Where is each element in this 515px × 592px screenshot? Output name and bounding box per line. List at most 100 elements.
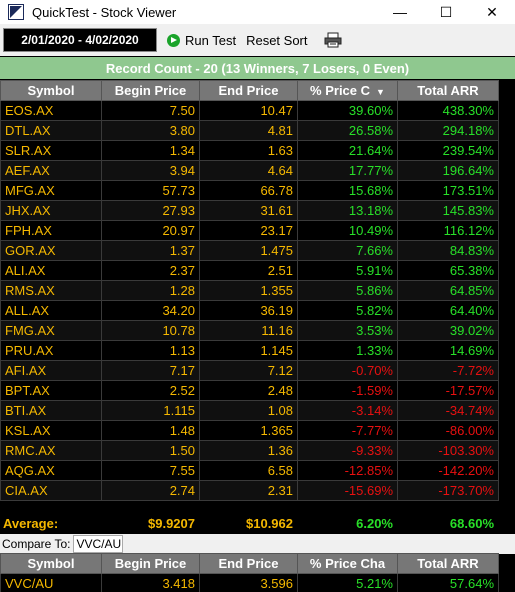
minimize-button[interactable]: — [393,4,407,20]
cell-begin-price: 27.93 [101,200,200,221]
cell-total-arr: 239.54% [397,140,499,161]
cell-total-arr: 14.69% [397,340,499,361]
column-header-begin-price[interactable]: Begin Price [101,80,200,101]
table-row[interactable]: JHX.AX 27.93 31.61 13.18% 145.83% [0,200,499,221]
cell-symbol: BPT.AX [0,380,102,401]
compare-total-arr: 57.64% [397,573,499,592]
compare-header-total-arr[interactable]: Total ARR [397,553,499,574]
average-begin-price: $9.9207 [148,515,195,531]
table-row[interactable]: BPT.AX 2.52 2.48 -1.59% -17.57% [0,380,499,401]
cell-end-price: 4.81 [199,120,298,141]
table-row[interactable]: EOS.AX 7.50 10.47 39.60% 438.30% [0,100,499,121]
cell-end-price: 11.16 [199,320,298,341]
cell-symbol: BTI.AX [0,400,102,421]
cell-begin-price: 20.97 [101,220,200,241]
table-row[interactable]: BTI.AX 1.115 1.08 -3.14% -34.74% [0,400,499,421]
compare-to-label: Compare To: [2,537,71,551]
cell-price-change: 5.86% [297,280,398,301]
record-count-summary: Record Count - 20 (13 Winners, 7 Losers,… [0,57,515,79]
column-header-price-change[interactable]: % Price C ▼ [297,80,398,101]
cell-price-change: 5.91% [297,260,398,281]
table-row[interactable]: GOR.AX 1.37 1.475 7.66% 84.83% [0,240,499,261]
cell-end-price: 7.12 [199,360,298,381]
reset-sort-button[interactable]: Reset Sort [246,32,308,48]
cell-begin-price: 7.55 [101,460,200,481]
table-row[interactable]: RMS.AX 1.28 1.355 5.86% 64.85% [0,280,499,301]
cell-total-arr: -34.74% [397,400,499,421]
table-row[interactable]: MFG.AX 57.73 66.78 15.68% 173.51% [0,180,499,201]
cell-symbol: AFI.AX [0,360,102,381]
cell-total-arr: 438.30% [397,100,499,121]
cell-begin-price: 7.17 [101,360,200,381]
cell-begin-price: 2.37 [101,260,200,281]
cell-price-change: 1.33% [297,340,398,361]
cell-symbol: AEF.AX [0,160,102,181]
maximize-button[interactable]: ☐ [439,3,453,20]
cell-price-change: -1.59% [297,380,398,401]
compare-begin-price: 3.418 [101,573,200,592]
cell-end-price: 2.31 [199,480,298,501]
compare-to-input[interactable]: VVC/AU [73,535,124,553]
table-row[interactable]: FPH.AX 20.97 23.17 10.49% 116.12% [0,220,499,241]
compare-row[interactable]: VVC/AU 3.418 3.596 5.21% 57.64% [0,573,499,592]
average-total-arr: 68.60% [449,515,494,531]
column-header-total-arr[interactable]: Total ARR [397,80,499,101]
cell-symbol: ALL.AX [0,300,102,321]
cell-symbol: SLR.AX [0,140,102,161]
cell-price-change: -15.69% [297,480,398,501]
cell-price-change: 21.64% [297,140,398,161]
cell-end-price: 10.47 [199,100,298,121]
table-row[interactable]: CIA.AX 2.74 2.31 -15.69% -173.70% [0,480,499,501]
table-row[interactable]: SLR.AX 1.34 1.63 21.64% 239.54% [0,140,499,161]
cell-total-arr: -17.57% [397,380,499,401]
compare-header-begin-price[interactable]: Begin Price [101,553,200,574]
table-row[interactable]: PRU.AX 1.13 1.145 1.33% 14.69% [0,340,499,361]
cell-begin-price: 1.28 [101,280,200,301]
cell-total-arr: 84.83% [397,240,499,261]
compare-header-price-change[interactable]: % Price Cha [297,553,398,574]
cell-end-price: 36.19 [199,300,298,321]
cell-begin-price: 1.13 [101,340,200,361]
cell-total-arr: 196.64% [397,160,499,181]
cell-price-change: -7.77% [297,420,398,441]
table-row[interactable]: RMC.AX 1.50 1.36 -9.33% -103.30% [0,440,499,461]
table-row[interactable]: AEF.AX 3.94 4.64 17.77% 196.64% [0,160,499,181]
app-icon [8,4,24,20]
cell-end-price: 66.78 [199,180,298,201]
cell-symbol: JHX.AX [0,200,102,221]
title-bar: QuickTest - Stock Viewer — ☐ ✕ [0,0,515,24]
date-range-field[interactable]: 2/01/2020 - 4/02/2020 [3,28,157,52]
cell-end-price: 1.63 [199,140,298,161]
cell-total-arr: 39.02% [397,320,499,341]
cell-total-arr: 145.83% [397,200,499,221]
cell-symbol: RMC.AX [0,440,102,461]
column-header-symbol[interactable]: Symbol [0,80,102,101]
cell-price-change: 5.82% [297,300,398,321]
table-row[interactable]: ALL.AX 34.20 36.19 5.82% 64.40% [0,300,499,321]
compare-header-end-price[interactable]: End Price [199,553,298,574]
table-row[interactable]: KSL.AX 1.48 1.365 -7.77% -86.00% [0,420,499,441]
compare-bar: Compare To: VVC/AU [0,534,515,554]
cell-end-price: 1.08 [199,400,298,421]
cell-symbol: CIA.AX [0,480,102,501]
average-row: Average: $9.9207 $10.962 6.20% 68.60% [0,513,498,533]
table-row[interactable]: AFI.AX 7.17 7.12 -0.70% -7.72% [0,360,499,381]
cell-end-price: 1.475 [199,240,298,261]
column-header-price-change-label: % Price C [310,83,371,98]
compare-header-symbol[interactable]: Symbol [0,553,102,574]
table-row[interactable]: AQG.AX 7.55 6.58 -12.85% -142.20% [0,460,499,481]
cell-end-price: 1.355 [199,280,298,301]
cell-symbol: GOR.AX [0,240,102,261]
table-row[interactable]: FMG.AX 10.78 11.16 3.53% 39.02% [0,320,499,341]
run-test-button[interactable]: Run Test [167,28,236,52]
cell-end-price: 4.64 [199,160,298,181]
table-row[interactable]: DTL.AX 3.80 4.81 26.58% 294.18% [0,120,499,141]
column-header-end-price[interactable]: End Price [199,80,298,101]
cell-total-arr: -103.30% [397,440,499,461]
printer-icon[interactable] [324,32,342,48]
close-button[interactable]: ✕ [486,3,498,20]
cell-end-price: 1.365 [199,420,298,441]
cell-price-change: 7.66% [297,240,398,261]
table-row[interactable]: ALI.AX 2.37 2.51 5.91% 65.38% [0,260,499,281]
cell-begin-price: 34.20 [101,300,200,321]
